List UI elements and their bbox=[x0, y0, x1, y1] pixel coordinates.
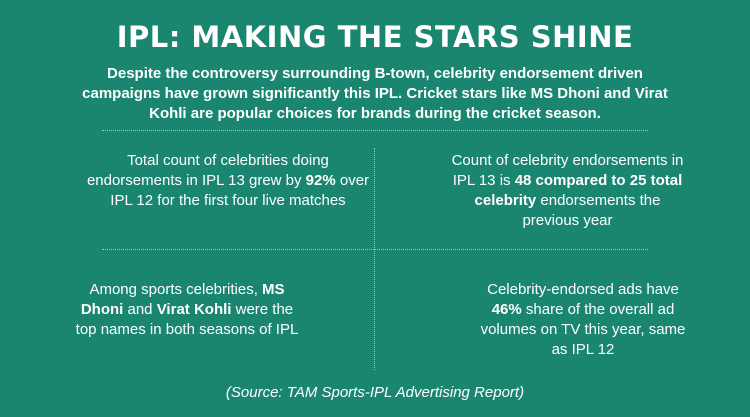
stat-highlight: 46% bbox=[491, 301, 522, 318]
stat-endorsement-count: Count of celebrity endorsements in IPL 1… bbox=[445, 151, 690, 231]
top-divider bbox=[102, 130, 648, 131]
stat-text: Count of celebrity endorsements in IPL 1… bbox=[451, 152, 684, 189]
source-note: (Source: TAM Sports-IPL Advertising Repo… bbox=[225, 384, 525, 401]
stat-text: Among sports celebrities, bbox=[89, 281, 263, 298]
middle-divider bbox=[102, 249, 648, 250]
page-title: IPL: MAKING THE STARS SHINE bbox=[116, 20, 634, 54]
stat-text: and bbox=[123, 301, 157, 318]
stat-text: Total count of celebrities doing endorse… bbox=[86, 152, 329, 189]
vertical-divider bbox=[374, 148, 375, 370]
stat-top-sports-celebrities: Among sports celebrities, MS Dhoni and V… bbox=[72, 280, 302, 340]
stat-text: over IPL 12 for the first four live matc… bbox=[110, 172, 370, 209]
stat-text: endorsements the previous year bbox=[522, 192, 661, 229]
stat-highlight: MS Dhoni bbox=[80, 281, 285, 318]
intro-text: Despite the controversy surrounding B-to… bbox=[82, 65, 668, 122]
stat-text: were the top names in both seasons of IP… bbox=[75, 301, 299, 338]
stat-highlight: Virat Kohli bbox=[156, 301, 232, 318]
stat-celebrity-count-growth: Total count of celebrities doing endorse… bbox=[78, 151, 378, 211]
stat-text: Celebrity-endorsed ads have bbox=[487, 281, 679, 298]
stat-highlight: 92% bbox=[305, 172, 336, 189]
stat-text: share of the overall ad volumes on TV th… bbox=[480, 301, 686, 358]
stat-highlight: 48 compared to 25 total celebrity bbox=[474, 172, 683, 209]
stat-ad-volume-share: Celebrity-endorsed ads have 46% share of… bbox=[472, 280, 694, 360]
